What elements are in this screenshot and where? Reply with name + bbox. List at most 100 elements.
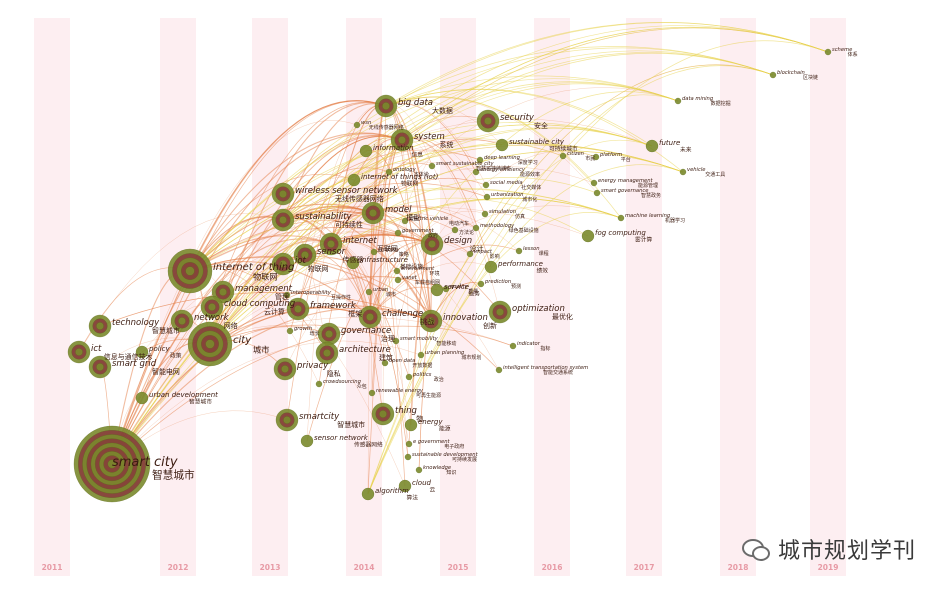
node-innovation[interactable]	[419, 309, 443, 333]
node-model[interactable]	[361, 201, 385, 225]
node-wireless-sensor-network[interactable]	[271, 182, 295, 206]
node-renewable-energy[interactable]	[368, 389, 376, 397]
node-challenge[interactable]	[358, 305, 382, 329]
node-open-data[interactable]	[381, 359, 389, 367]
node-vehicle[interactable]	[679, 168, 687, 176]
node-crowdsourcing[interactable]	[315, 380, 323, 388]
node-ontology[interactable]	[385, 168, 393, 176]
node-technology[interactable]	[88, 314, 112, 338]
node-smart-city[interactable]	[73, 425, 151, 503]
node-information[interactable]	[359, 144, 373, 158]
node-thing[interactable]	[371, 402, 395, 426]
node-social-media[interactable]	[482, 181, 490, 189]
node-knowledge[interactable]	[415, 466, 423, 474]
node-privacy[interactable]	[273, 357, 297, 381]
label-zh-design: 设计	[470, 244, 484, 253]
node-urban-development[interactable]	[135, 391, 149, 405]
label-zh-government: 政府	[428, 232, 438, 239]
node-governance[interactable]	[317, 322, 341, 346]
node-city[interactable]	[187, 321, 233, 367]
label-zh-urban-planning: 城市规划	[461, 354, 481, 361]
node-performance[interactable]	[484, 260, 498, 274]
link-23	[111, 305, 213, 465]
node-smart-sustainable-city[interactable]	[428, 162, 436, 170]
node-urban-planning[interactable]	[417, 351, 425, 359]
label-zh-citizen: 市民	[585, 155, 595, 162]
node-electric-vehicle[interactable]	[401, 217, 409, 225]
node-urban[interactable]	[365, 288, 373, 296]
node-machine-learning[interactable]	[617, 214, 625, 222]
label-en-machine-learning: machine learning	[625, 213, 671, 219]
node-smartcity[interactable]	[275, 408, 299, 432]
node-urbanization[interactable]	[483, 193, 491, 201]
node-fog-computing[interactable]	[581, 229, 595, 243]
node-interoperability[interactable]	[283, 291, 291, 299]
label-zh-renewable-energy: 可再生能源	[416, 392, 441, 399]
node-e-government[interactable]	[405, 440, 413, 448]
link-239	[209, 128, 653, 345]
node-deep-learning[interactable]	[476, 156, 484, 164]
node-impact[interactable]	[466, 250, 474, 258]
node-smart-mobility[interactable]	[392, 337, 400, 345]
node-algorithm[interactable]	[361, 487, 375, 501]
node-environment[interactable]	[393, 267, 401, 275]
node-sustainable-city[interactable]	[495, 138, 509, 152]
node-sensor-network[interactable]	[300, 434, 314, 448]
node-citizen[interactable]	[559, 152, 567, 160]
node-optimization-method[interactable]	[451, 226, 459, 234]
node-optimization[interactable]	[488, 300, 512, 324]
node-methodology[interactable]	[472, 224, 480, 232]
node-indicator[interactable]	[509, 342, 517, 350]
link-228	[367, 40, 829, 495]
node-security[interactable]	[476, 109, 500, 133]
node-sustainability[interactable]	[271, 208, 295, 232]
node-simulation[interactable]	[481, 210, 489, 218]
link-225	[385, 21, 829, 107]
node-future[interactable]	[645, 139, 659, 153]
node-its[interactable]	[495, 366, 503, 374]
link-245	[209, 197, 622, 345]
node-energy-efficiency[interactable]	[472, 168, 480, 176]
link-238	[282, 124, 653, 221]
node-growth[interactable]	[286, 327, 294, 335]
node-politics[interactable]	[405, 373, 413, 381]
node-prediction[interactable]	[477, 280, 485, 288]
label-zh-technology: 智慧城市	[152, 326, 180, 335]
node-system[interactable]	[390, 128, 414, 152]
node-design[interactable]	[420, 232, 444, 256]
node-cloud-computing[interactable]	[200, 295, 224, 319]
label-en-service: service	[444, 283, 469, 291]
node-internet-of-thing[interactable]	[167, 248, 213, 294]
label-zh-future: 未来	[680, 146, 692, 154]
node-internet-of-things-iot[interactable]	[347, 173, 361, 187]
node-energy[interactable]	[404, 418, 418, 432]
node-big-data[interactable]	[374, 94, 398, 118]
node-policy[interactable]	[135, 345, 149, 359]
node-architecture[interactable]	[315, 341, 339, 365]
node-smart-governance[interactable]	[593, 189, 601, 197]
label-en-city: city	[233, 335, 252, 346]
node-blockchain[interactable]	[769, 71, 777, 79]
label-en-deep-learning: deep learning	[484, 155, 521, 161]
node-strategy[interactable]	[370, 248, 378, 256]
node-energy-management[interactable]	[590, 179, 598, 187]
node-vanet[interactable]	[394, 276, 402, 284]
node-cloud[interactable]	[398, 479, 412, 493]
node-sensor[interactable]	[293, 243, 317, 267]
node-quality[interactable]	[442, 285, 450, 293]
node-wsn[interactable]	[353, 121, 361, 129]
node-platform[interactable]	[592, 153, 600, 161]
node-infrastructure[interactable]	[346, 256, 360, 270]
node-service[interactable]	[430, 283, 444, 297]
node-smart-grid[interactable]	[88, 355, 112, 379]
node-framework[interactable]	[286, 297, 310, 321]
node-internet[interactable]	[319, 232, 343, 256]
node-government[interactable]	[394, 229, 402, 237]
node-iot[interactable]	[271, 252, 295, 276]
node-scheme[interactable]	[824, 48, 832, 56]
node-lesson[interactable]	[515, 247, 523, 255]
node-ict[interactable]	[67, 340, 91, 364]
node-network[interactable]	[170, 309, 194, 333]
node-sustainable-development[interactable]	[404, 453, 412, 461]
node-data-mining[interactable]	[674, 97, 682, 105]
